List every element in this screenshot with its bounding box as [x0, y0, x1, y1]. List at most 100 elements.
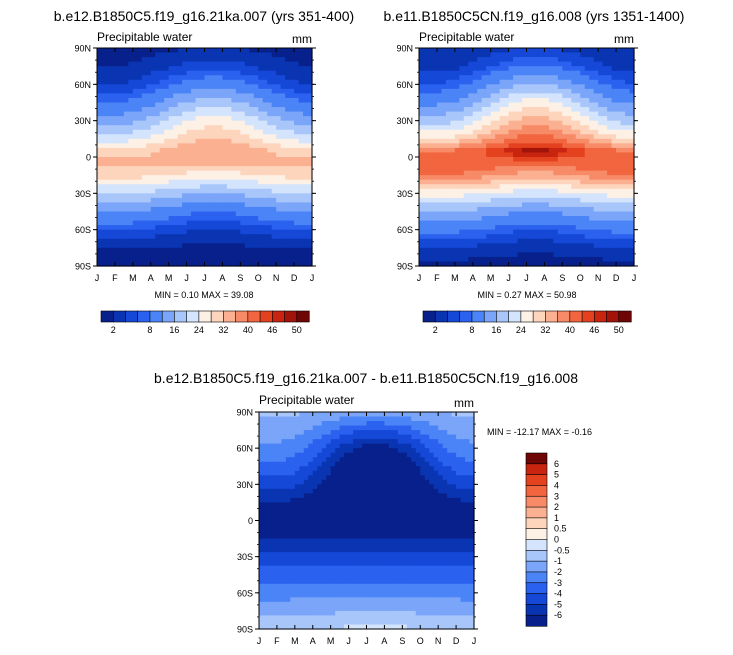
heatmap-cell: [436, 206, 442, 213]
heatmap-cell: [553, 116, 559, 122]
heatmap-cell: [436, 107, 442, 113]
heatmap-cell: [366, 421, 372, 427]
heatmap-cell: [454, 75, 460, 81]
heatmap-cell: [235, 93, 241, 99]
heatmap-cell: [240, 252, 246, 258]
heatmap-cell: [191, 57, 197, 63]
heatmap-cell: [468, 88, 474, 95]
heatmap-cell: [602, 138, 608, 144]
heatmap-cell: [128, 129, 134, 135]
heatmap-cell: [155, 211, 161, 217]
heatmap-cell: [155, 166, 161, 172]
heatmap-cell: [544, 143, 550, 149]
heatmap-cell: [182, 261, 188, 267]
heatmap-cell: [213, 161, 219, 167]
heatmap-cell: [553, 206, 559, 213]
heatmap-cell: [397, 412, 403, 418]
heatmap-cell: [182, 247, 188, 253]
heatmap-cell: [217, 66, 224, 72]
heatmap-cell: [454, 229, 460, 235]
heatmap-cell: [253, 243, 259, 249]
heatmap-cell: [191, 161, 197, 167]
heatmap-cell: [191, 70, 197, 76]
heatmap-cell: [616, 61, 622, 67]
heatmap-cell: [575, 125, 581, 131]
heatmap-cell: [441, 256, 447, 263]
heatmap-cell: [222, 134, 228, 140]
heatmap-cell: [150, 129, 156, 135]
heatmap-cell: [307, 220, 313, 226]
heatmap-cell: [164, 120, 170, 126]
heatmap-cell: [557, 66, 563, 72]
heatmap-cell: [253, 197, 259, 204]
heatmap-cell: [204, 202, 210, 208]
y-tick-label: 30S: [75, 189, 91, 199]
heatmap-cell: [222, 216, 228, 222]
heatmap-cell: [508, 134, 514, 140]
heatmap-cell: [298, 211, 304, 217]
heatmap-cell: [258, 143, 264, 149]
heatmap-cell: [146, 48, 152, 54]
heatmap-cell: [513, 147, 519, 154]
heatmap-cell: [231, 93, 237, 99]
heatmap-cell: [177, 170, 183, 176]
heatmap-cell: [164, 84, 170, 90]
heatmap-cell: [114, 161, 120, 167]
heatmap-cell: [508, 197, 514, 204]
heatmap-cell: [611, 238, 617, 244]
heatmap-cell: [481, 193, 487, 199]
heatmap-cell: [607, 247, 613, 253]
heatmap-cell: [513, 129, 519, 135]
heatmap-cell: [271, 247, 277, 253]
heatmap-cell: [235, 161, 241, 167]
heatmap-cell: [289, 197, 295, 204]
heatmap-cell: [249, 234, 255, 240]
heatmap-cell: [155, 129, 161, 135]
heatmap-cell: [575, 102, 581, 108]
heatmap-cell: [616, 243, 622, 249]
heatmap-cell: [499, 157, 505, 163]
heatmap-cell: [432, 52, 438, 58]
heatmap-cell: [222, 247, 228, 253]
heatmap-cell: [445, 120, 451, 126]
heatmap-cell: [432, 234, 438, 240]
heatmap-cell: [593, 120, 599, 126]
heatmap-cell: [226, 125, 232, 131]
heatmap-cell: [427, 75, 434, 81]
heatmap-cell: [128, 193, 134, 199]
heatmap-cell: [217, 111, 224, 117]
heatmap-cell: [285, 120, 291, 126]
heatmap-cell: [155, 193, 161, 199]
heatmap-cell: [146, 111, 152, 117]
heatmap-cell: [397, 416, 403, 422]
heatmap-cell: [602, 57, 608, 63]
heatmap-cell: [141, 229, 147, 235]
heatmap-cell: [123, 70, 129, 76]
heatmap-cell: [602, 157, 608, 163]
heatmap-cell: [539, 184, 546, 190]
heatmap-cell: [593, 234, 599, 240]
heatmap-cell: [150, 234, 156, 240]
heatmap-cell: [571, 120, 577, 126]
heatmap-cell: [589, 243, 595, 249]
heatmap-cell: [119, 256, 125, 263]
heatmap-cell: [191, 138, 197, 144]
heatmap-cell: [105, 129, 112, 135]
heatmap-cell: [454, 225, 460, 231]
heatmap-cell: [598, 143, 604, 149]
heatmap-cell: [530, 234, 537, 240]
heatmap-cell: [155, 234, 161, 240]
heatmap-cell: [312, 412, 318, 418]
heatmap-cell: [303, 188, 309, 194]
heatmap-cell: [204, 129, 210, 135]
heatmap-cell: [508, 252, 514, 258]
heatmap-cell: [450, 66, 456, 72]
heatmap-cell: [526, 111, 532, 117]
heatmap-cell: [231, 97, 237, 104]
heatmap-cell: [289, 161, 295, 167]
heatmap-cell: [553, 79, 559, 85]
heatmap-cell: [132, 234, 138, 240]
heatmap-cell: [321, 416, 327, 422]
heatmap-cell: [195, 116, 201, 122]
heatmap-cell: [445, 107, 451, 113]
